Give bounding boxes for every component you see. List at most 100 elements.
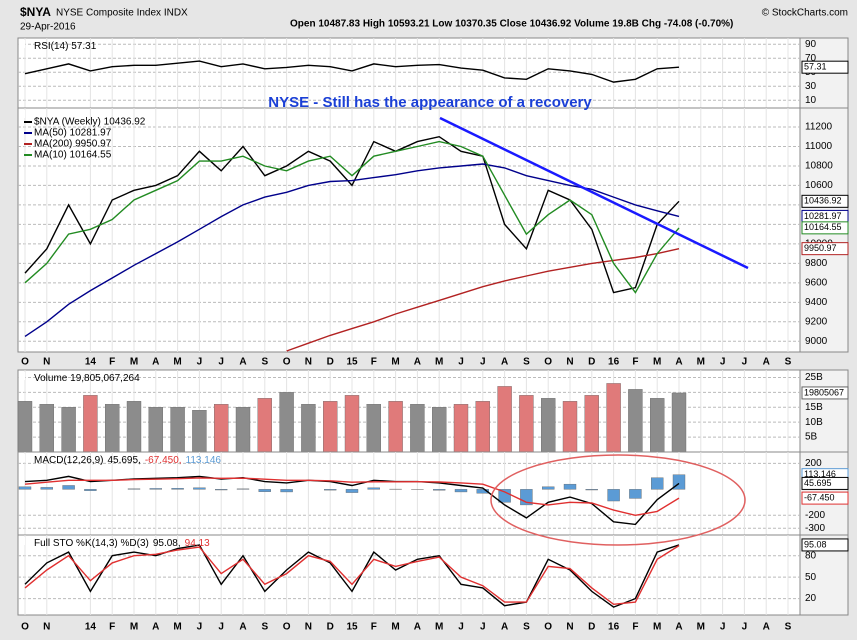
x-tick-label: D bbox=[327, 622, 334, 633]
x-tick-label: M bbox=[130, 622, 138, 633]
bar bbox=[629, 489, 642, 499]
panel-title: Volume 19,805,067,264 bbox=[34, 373, 140, 384]
y-tick-label: 90 bbox=[805, 39, 817, 50]
x-tick-label: J bbox=[218, 357, 224, 368]
x-tick-label: M bbox=[173, 622, 181, 633]
x-tick-label: M bbox=[697, 357, 705, 368]
x-tick-label: A bbox=[675, 622, 682, 633]
bar bbox=[432, 407, 447, 453]
x-tick-label: N bbox=[43, 622, 50, 633]
bar bbox=[62, 485, 75, 490]
x-tick-label: J bbox=[720, 622, 726, 633]
title-bg bbox=[19, 110, 25, 118]
panel-title: Full STO %K(14,3) %D(3) 95.08, 94.13 bbox=[34, 538, 210, 549]
last-value-label: 113.146 bbox=[804, 469, 836, 479]
x-tick-label: J bbox=[742, 622, 748, 633]
panel bbox=[17, 369, 801, 453]
panel-title-text: RSI(14) 57.31 bbox=[34, 41, 97, 52]
title-value: 113.146 bbox=[186, 455, 222, 466]
bar bbox=[562, 401, 578, 453]
bar bbox=[410, 404, 425, 453]
legend-label: MA(50) 10281.97 bbox=[34, 128, 112, 139]
y-tick-label: 9200 bbox=[805, 316, 828, 327]
x-tick-label: J bbox=[480, 622, 486, 633]
title-value: -67.450, bbox=[145, 455, 182, 466]
y-tick-label: 10 bbox=[805, 95, 817, 106]
date: 29-Apr-2016 bbox=[20, 22, 76, 33]
bar bbox=[476, 489, 489, 494]
title-bg bbox=[19, 40, 25, 48]
x-tick-label: O bbox=[21, 357, 29, 368]
bar bbox=[563, 483, 577, 490]
bar bbox=[193, 487, 206, 490]
x-tick-label: N bbox=[43, 357, 50, 368]
bar bbox=[258, 489, 271, 492]
x-tick-label: O bbox=[283, 622, 291, 633]
last-value-box bbox=[801, 242, 849, 256]
y-tick-label: -200 bbox=[805, 510, 825, 521]
panel bbox=[17, 451, 801, 536]
x-tick-label: S bbox=[523, 357, 530, 368]
bar bbox=[541, 398, 556, 453]
x-tick-label: 14 bbox=[85, 622, 97, 633]
bar bbox=[17, 401, 33, 453]
title-bg bbox=[19, 372, 25, 380]
series-line bbox=[24, 545, 680, 606]
x-tick-label: 14 bbox=[85, 357, 97, 368]
bar bbox=[475, 401, 490, 453]
last-value-label: 9950.97 bbox=[804, 243, 837, 253]
bar bbox=[345, 489, 359, 493]
legend-label: MA(10) 10164.55 bbox=[34, 150, 112, 161]
y-tick-label: 9600 bbox=[805, 277, 828, 288]
x-tick-label: D bbox=[588, 622, 595, 633]
x-tick-label: S bbox=[261, 357, 268, 368]
x-tick-label: M bbox=[130, 357, 138, 368]
bar bbox=[519, 395, 534, 453]
x-tick-label: J bbox=[218, 622, 224, 633]
last-value-label: 19805067 bbox=[804, 387, 844, 397]
last-value-box bbox=[801, 386, 849, 400]
bar bbox=[126, 401, 142, 453]
x-tick-label: J bbox=[197, 357, 203, 368]
legend-label: $NYA (Weekly) 10436.92 bbox=[34, 117, 146, 128]
y-tick-label: 9800 bbox=[805, 258, 828, 269]
y-tick-label: 70 bbox=[805, 53, 817, 64]
bar bbox=[388, 401, 403, 453]
title-value: 94.13 bbox=[185, 538, 210, 549]
bar bbox=[61, 407, 76, 453]
panel-title: RSI(14) 57.31 bbox=[34, 41, 97, 52]
bar bbox=[366, 404, 381, 453]
x-tick-label: A bbox=[501, 622, 508, 633]
x-tick-label: F bbox=[632, 357, 638, 368]
panel-title: MACD(12,26,9) 45.695, -67.450, 113.146 bbox=[34, 455, 221, 466]
symbol: $NYA bbox=[20, 5, 51, 19]
panel-title-text: Volume 19,805,067,264 bbox=[34, 373, 140, 384]
y-tick-label: 11200 bbox=[805, 122, 833, 133]
x-tick-label: A bbox=[763, 357, 770, 368]
x-tick-label: F bbox=[371, 622, 377, 633]
y-tick-label: 10B bbox=[805, 417, 823, 428]
y-tick-label: 10800 bbox=[805, 161, 833, 172]
x-tick-label: M bbox=[697, 622, 705, 633]
x-tick-label: M bbox=[391, 622, 399, 633]
x-tick-label: J bbox=[197, 622, 203, 633]
y-tick-label: 15B bbox=[805, 402, 823, 413]
last-value-label: 57.31 bbox=[804, 62, 827, 72]
bar bbox=[236, 488, 250, 490]
y-tick-label: 30 bbox=[805, 81, 817, 92]
bar bbox=[148, 407, 164, 453]
y-tick-label: 5B bbox=[805, 432, 818, 443]
last-value-label: -67.450 bbox=[804, 492, 835, 502]
last-value-box bbox=[801, 491, 849, 505]
x-tick-label: A bbox=[152, 622, 159, 633]
x-tick-label: F bbox=[632, 622, 638, 633]
axis-area bbox=[799, 369, 849, 453]
x-tick-label: A bbox=[152, 357, 159, 368]
x-tick-label: S bbox=[523, 622, 530, 633]
series-line bbox=[24, 544, 680, 608]
panel bbox=[17, 37, 801, 109]
series-line bbox=[24, 477, 680, 517]
title-value: 95.08, bbox=[153, 538, 181, 549]
index-name: NYSE Composite Index INDX bbox=[56, 8, 188, 19]
